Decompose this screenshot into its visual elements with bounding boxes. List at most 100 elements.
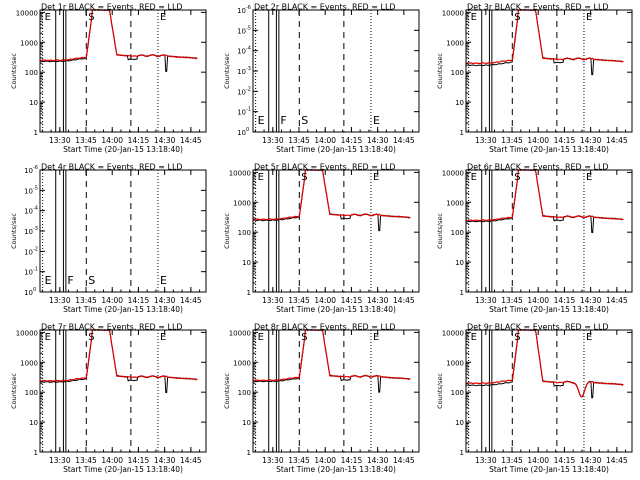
x-tick-label: 13:30: [49, 136, 71, 145]
y-tick-label: 10: [29, 99, 38, 107]
x-tick-label: 14:45: [606, 136, 628, 145]
event-marker-label: E: [586, 332, 592, 343]
y-tick-label: 100: [25, 69, 38, 77]
y-tick-label: 1000: [233, 199, 251, 207]
event-marker-label: S: [301, 172, 307, 183]
x-axis-label: Start Time (20-Jan-15 13:18:40): [489, 305, 609, 314]
y-axis-label: Counts/sec: [10, 373, 18, 409]
y-tick-label: 10: [455, 99, 464, 107]
x-tick-label: 13:30: [475, 296, 497, 305]
x-axis-label: Start Time (20-Jan-15 13:18:40): [276, 465, 396, 474]
x-tick-label: 14:15: [341, 136, 363, 145]
x-tick-label: 13:30: [262, 296, 284, 305]
event-marker-label: E: [373, 114, 380, 127]
y-tick-exponent: -3: [33, 226, 38, 232]
y-tick-label: 1000: [20, 359, 38, 367]
y-tick-label: 1: [460, 289, 464, 297]
x-tick-label: 14:15: [341, 296, 363, 305]
y-axis-label: Counts/sec: [10, 213, 18, 249]
x-tick-label: 14:15: [341, 456, 363, 465]
y-tick-label: 10000: [16, 329, 38, 337]
y-tick-label: 1: [460, 129, 464, 137]
chart-title: Det 3r BLACK = Events, RED = LLD: [467, 3, 609, 12]
y-tick-label: 10: [237, 68, 246, 76]
x-tick-label: 14:15: [554, 456, 576, 465]
event-marker-label: E: [471, 332, 477, 343]
y-tick-label: 10: [237, 7, 246, 15]
y-tick-label: 1: [34, 449, 38, 457]
event-marker-label: E: [45, 274, 52, 287]
y-tick-label: 10: [237, 109, 246, 117]
x-tick-label: 14:30: [580, 136, 602, 145]
y-tick-label: 10: [24, 187, 33, 195]
y-tick-label: 10: [24, 208, 33, 216]
y-tick-label: 10: [242, 259, 251, 267]
y-tick-label: 1: [460, 449, 464, 457]
plot-frame: [252, 9, 420, 133]
y-tick-label: 10000: [16, 9, 38, 17]
y-tick-label: 1000: [233, 359, 251, 367]
y-tick-label: 10: [242, 419, 251, 427]
event-marker-label: S: [301, 114, 308, 127]
x-tick-label: 14:15: [128, 136, 150, 145]
y-axis-label: Counts/sec: [223, 53, 231, 89]
x-tick-label: 14:15: [554, 296, 576, 305]
y-tick-exponent: -1: [33, 267, 38, 273]
y-tick-exponent: -5: [246, 25, 251, 31]
y-tick-exponent: -2: [33, 246, 38, 252]
event-marker-label: E: [45, 12, 51, 23]
y-axis-label: Counts/sec: [436, 213, 444, 249]
x-tick-label: 14:30: [154, 136, 176, 145]
chart-panel: E S E 1 10 100 1000 10000 13:30 13:45 14:00 14:15 14…: [436, 323, 633, 474]
plot-frame: [252, 329, 420, 453]
y-tick-label: 10000: [442, 169, 464, 177]
x-axis-label: Start Time (20-Jan-15 13:18:40): [489, 145, 609, 154]
y-axis-label: Counts/sec: [223, 373, 231, 409]
plot-frame: [465, 9, 633, 133]
event-marker-label: E: [586, 12, 592, 23]
y-tick-label: 10000: [442, 329, 464, 337]
plot-frame: [465, 169, 633, 293]
x-tick-label: 14:00: [314, 296, 336, 305]
x-tick-label: 14:45: [606, 456, 628, 465]
event-marker-label: E: [258, 332, 264, 343]
y-tick-label: 1: [34, 129, 38, 137]
y-tick-exponent: -4: [33, 206, 38, 212]
x-tick-label: 14:00: [314, 136, 336, 145]
x-tick-label: 13:45: [288, 136, 310, 145]
event-marker-label: F: [67, 274, 73, 287]
y-axis-label: Counts/sec: [223, 213, 231, 249]
y-tick-label: 10000: [229, 329, 251, 337]
x-tick-label: 13:30: [49, 296, 71, 305]
chart-title: Det 4r BLACK = Events, RED = LLD: [41, 163, 183, 172]
y-tick-exponent: -6: [246, 5, 251, 11]
event-marker-label: E: [258, 114, 265, 127]
y-tick-label: 100: [238, 229, 251, 237]
y-tick-label: 100: [25, 389, 38, 397]
x-tick-label: 14:45: [393, 136, 415, 145]
y-tick-label: 100: [451, 229, 464, 237]
event-marker-label: E: [373, 332, 379, 343]
event-marker-label: F: [280, 114, 286, 127]
x-tick-label: 14:30: [154, 456, 176, 465]
y-tick-label: 100: [238, 389, 251, 397]
x-tick-label: 14:45: [180, 296, 202, 305]
event-marker-label: E: [586, 172, 592, 183]
y-tick-label: 10: [237, 48, 246, 56]
y-tick-label: 1: [247, 449, 251, 457]
y-tick-label: 10: [237, 88, 246, 96]
x-tick-label: 14:45: [180, 136, 202, 145]
event-marker-label: E: [160, 12, 166, 23]
y-tick-label: 10: [24, 228, 33, 236]
chart-panel: E S E 1 10 100 1000 10000 13:30 13:45 14:00 14:15 14…: [223, 323, 420, 474]
x-tick-label: 14:30: [580, 456, 602, 465]
event-marker-label: S: [88, 12, 94, 23]
y-tick-label: 10: [24, 289, 33, 297]
chart-panel: E S E 1 10 100 1000 10000 13:30 13:45 14:00 14:15 14…: [223, 163, 420, 314]
chart-title: Det 7r BLACK = Events, RED = LLD: [41, 323, 183, 332]
event-marker-label: E: [160, 274, 167, 287]
y-tick-label: 100: [451, 389, 464, 397]
event-marker-label: E: [373, 172, 379, 183]
